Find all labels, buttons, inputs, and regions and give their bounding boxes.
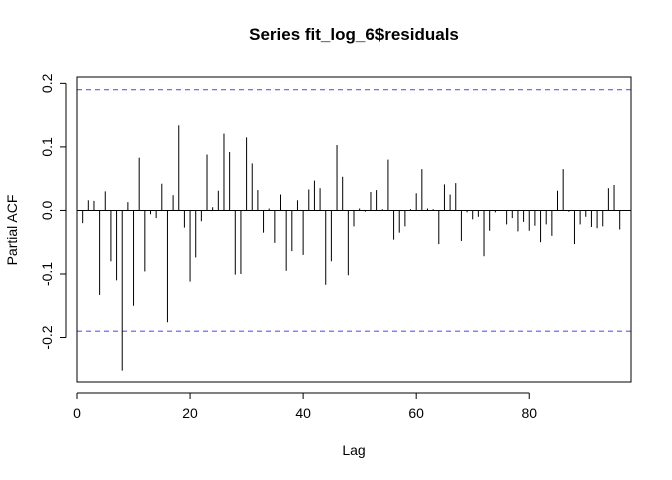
y-tick-label: -0.2 <box>39 325 55 349</box>
chart-title: Series fit_log_6$residuals <box>249 25 459 44</box>
x-tick-label: 20 <box>182 405 198 421</box>
y-tick-label: 0.1 <box>39 137 55 157</box>
y-tick-label: -0.1 <box>39 262 55 286</box>
x-tick-label: 60 <box>408 405 424 421</box>
x-tick-label: 80 <box>521 405 537 421</box>
x-tick-label: 0 <box>73 405 81 421</box>
plot-frame <box>76 76 632 383</box>
y-tick-label: 0.2 <box>39 73 55 93</box>
plot-area <box>77 89 631 371</box>
x-tick-label: 40 <box>295 405 311 421</box>
y-axis-label: Partial ACF <box>4 195 20 266</box>
y-tick-label: 0.0 <box>39 200 55 220</box>
x-axis-label: Lag <box>342 442 365 458</box>
